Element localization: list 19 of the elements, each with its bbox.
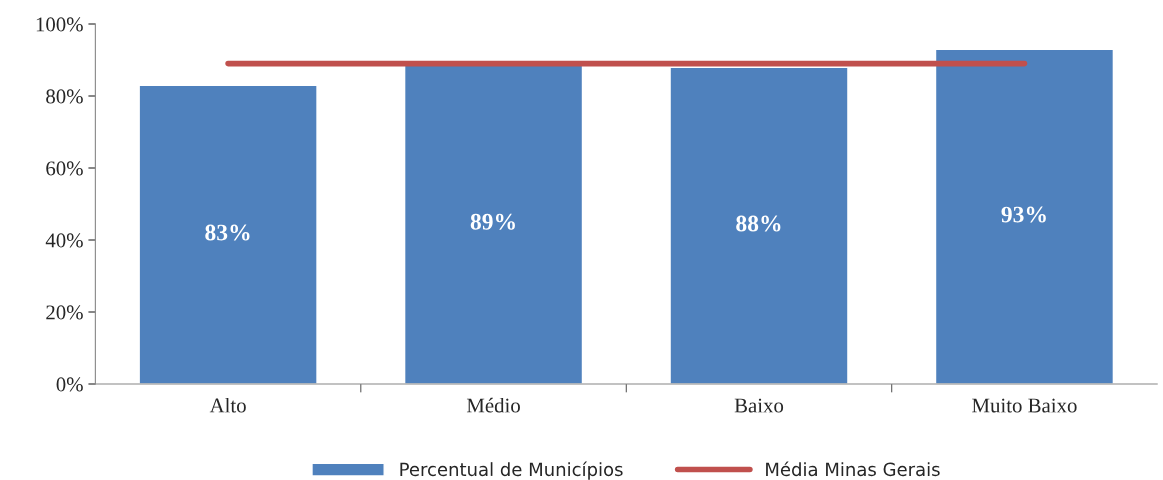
y-tick-label: 100% (36, 17, 83, 32)
x-tick-label: Médio (466, 397, 520, 413)
data-label: 93% (1001, 206, 1046, 223)
data-label: 83% (205, 224, 250, 241)
bar (934, 48, 1115, 384)
y-tick-label: 0% (56, 377, 83, 392)
data-label: 89% (470, 213, 515, 230)
y-tick-label: 40% (45, 233, 83, 248)
x-tick-label: Muito Baixo (972, 398, 1077, 413)
y-tick-label: 80% (46, 89, 83, 104)
legend-label: Média Minas Gerais (766, 461, 940, 477)
data-label: 88% (736, 215, 781, 232)
legend-label: Percentual de Municípios (400, 461, 623, 480)
y-tick-label: 20% (46, 305, 83, 320)
bar (669, 66, 849, 384)
bar (138, 84, 318, 384)
x-tick-label: Baixo (734, 398, 784, 413)
y-tick-label: 60% (46, 161, 83, 176)
x-tick-label: Alto (209, 397, 246, 413)
